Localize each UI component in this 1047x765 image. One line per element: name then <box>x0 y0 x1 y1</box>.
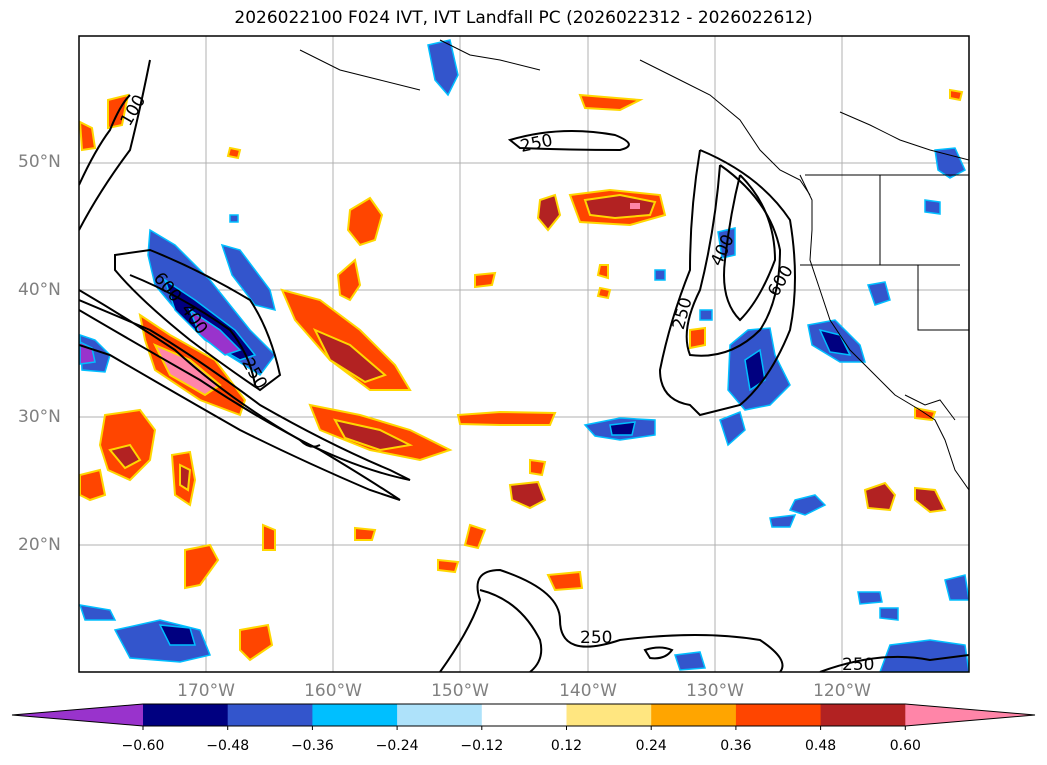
lon-label: 160°W <box>304 681 362 701</box>
pc-positive-feature <box>185 545 218 588</box>
colorbar-tick-label: −0.12 <box>460 738 503 754</box>
lat-label: 30°N <box>18 407 61 427</box>
colorbar-tick-label: −0.60 <box>122 738 165 754</box>
colorbar-segment <box>651 704 736 726</box>
pc-negative-feature <box>868 282 890 305</box>
pc-negative-feature <box>428 40 458 95</box>
pc-negative-feature <box>610 422 635 435</box>
pc-positive-feature <box>598 265 608 278</box>
pc-positive-feature <box>630 203 640 209</box>
pc-positive-feature <box>355 528 375 540</box>
negative-pc-features <box>80 40 969 672</box>
colorbar-tick-label: −0.24 <box>376 738 419 754</box>
pc-positive-feature <box>80 470 105 500</box>
pc-positive-feature <box>240 625 272 660</box>
colorbar-tick-label: 0.48 <box>805 738 836 754</box>
colorbar-extend-low <box>12 704 143 726</box>
colorbar-segment <box>143 704 228 726</box>
pc-positive-feature <box>950 90 962 100</box>
pc-positive-feature <box>348 198 382 245</box>
pc-positive-feature <box>180 465 190 490</box>
colorbar <box>12 704 1035 730</box>
pc-negative-feature <box>230 215 238 222</box>
contour-label: 250 <box>669 295 697 332</box>
pc-positive-feature <box>263 525 275 550</box>
pc-negative-feature <box>770 515 795 527</box>
colorbar-segment <box>482 704 567 726</box>
pc-positive-feature <box>548 572 582 590</box>
pc-positive-feature <box>865 483 895 510</box>
lon-label: 140°W <box>559 681 617 701</box>
pc-positive-feature <box>915 488 945 512</box>
pc-positive-feature <box>458 412 555 425</box>
contour-label: 250 <box>519 131 555 157</box>
colorbar-tick-label: 0.60 <box>890 738 921 754</box>
lat-label: 20°N <box>18 535 61 555</box>
pc-negative-feature <box>945 575 969 600</box>
pc-negative-feature <box>655 270 665 280</box>
lat-label: 40°N <box>18 280 61 300</box>
colorbar-segment <box>228 704 313 726</box>
pc-positive-feature <box>438 560 458 572</box>
pc-positive-feature <box>690 328 705 348</box>
lon-label: 120°W <box>813 681 871 701</box>
pc-positive-feature <box>80 122 95 150</box>
pc-negative-feature <box>700 310 712 320</box>
pc-negative-feature <box>858 592 882 604</box>
pc-positive-feature <box>228 148 240 158</box>
pc-negative-feature <box>925 200 940 214</box>
colorbar-segment <box>397 704 482 726</box>
pc-negative-feature <box>80 605 115 620</box>
pc-positive-feature <box>538 195 560 230</box>
colorbar-tick-label: −0.36 <box>291 738 334 754</box>
contour-label: 250 <box>842 655 874 675</box>
pc-negative-feature <box>880 608 898 620</box>
lon-label: 150°W <box>431 681 489 701</box>
colorbar-segment <box>736 704 821 726</box>
pc-positive-feature <box>580 95 640 110</box>
pc-negative-feature <box>790 495 825 515</box>
colorbar-tick-label: 0.36 <box>720 738 751 754</box>
pc-positive-feature <box>510 482 545 508</box>
lon-label: 130°W <box>686 681 744 701</box>
lon-label: 170°W <box>177 681 235 701</box>
colorbar-segment <box>821 704 906 726</box>
colorbar-segment <box>567 704 652 726</box>
pc-positive-feature <box>530 460 545 475</box>
colorbar-tick-label: −0.48 <box>206 738 249 754</box>
colorbar-segment <box>312 704 397 726</box>
pc-negative-feature <box>675 652 705 670</box>
pc-positive-feature <box>338 260 360 300</box>
contour-label: 600 <box>764 262 798 300</box>
colorbar-extend-high <box>905 704 1035 726</box>
colorbar-tick-label: 0.12 <box>551 738 582 754</box>
colorbar-tick-label: 0.24 <box>636 738 667 754</box>
pc-positive-feature <box>598 288 610 298</box>
contour-label: 250 <box>580 628 612 648</box>
pc-positive-feature <box>282 290 410 390</box>
lat-label: 50°N <box>18 152 61 172</box>
pc-positive-feature <box>475 273 495 287</box>
